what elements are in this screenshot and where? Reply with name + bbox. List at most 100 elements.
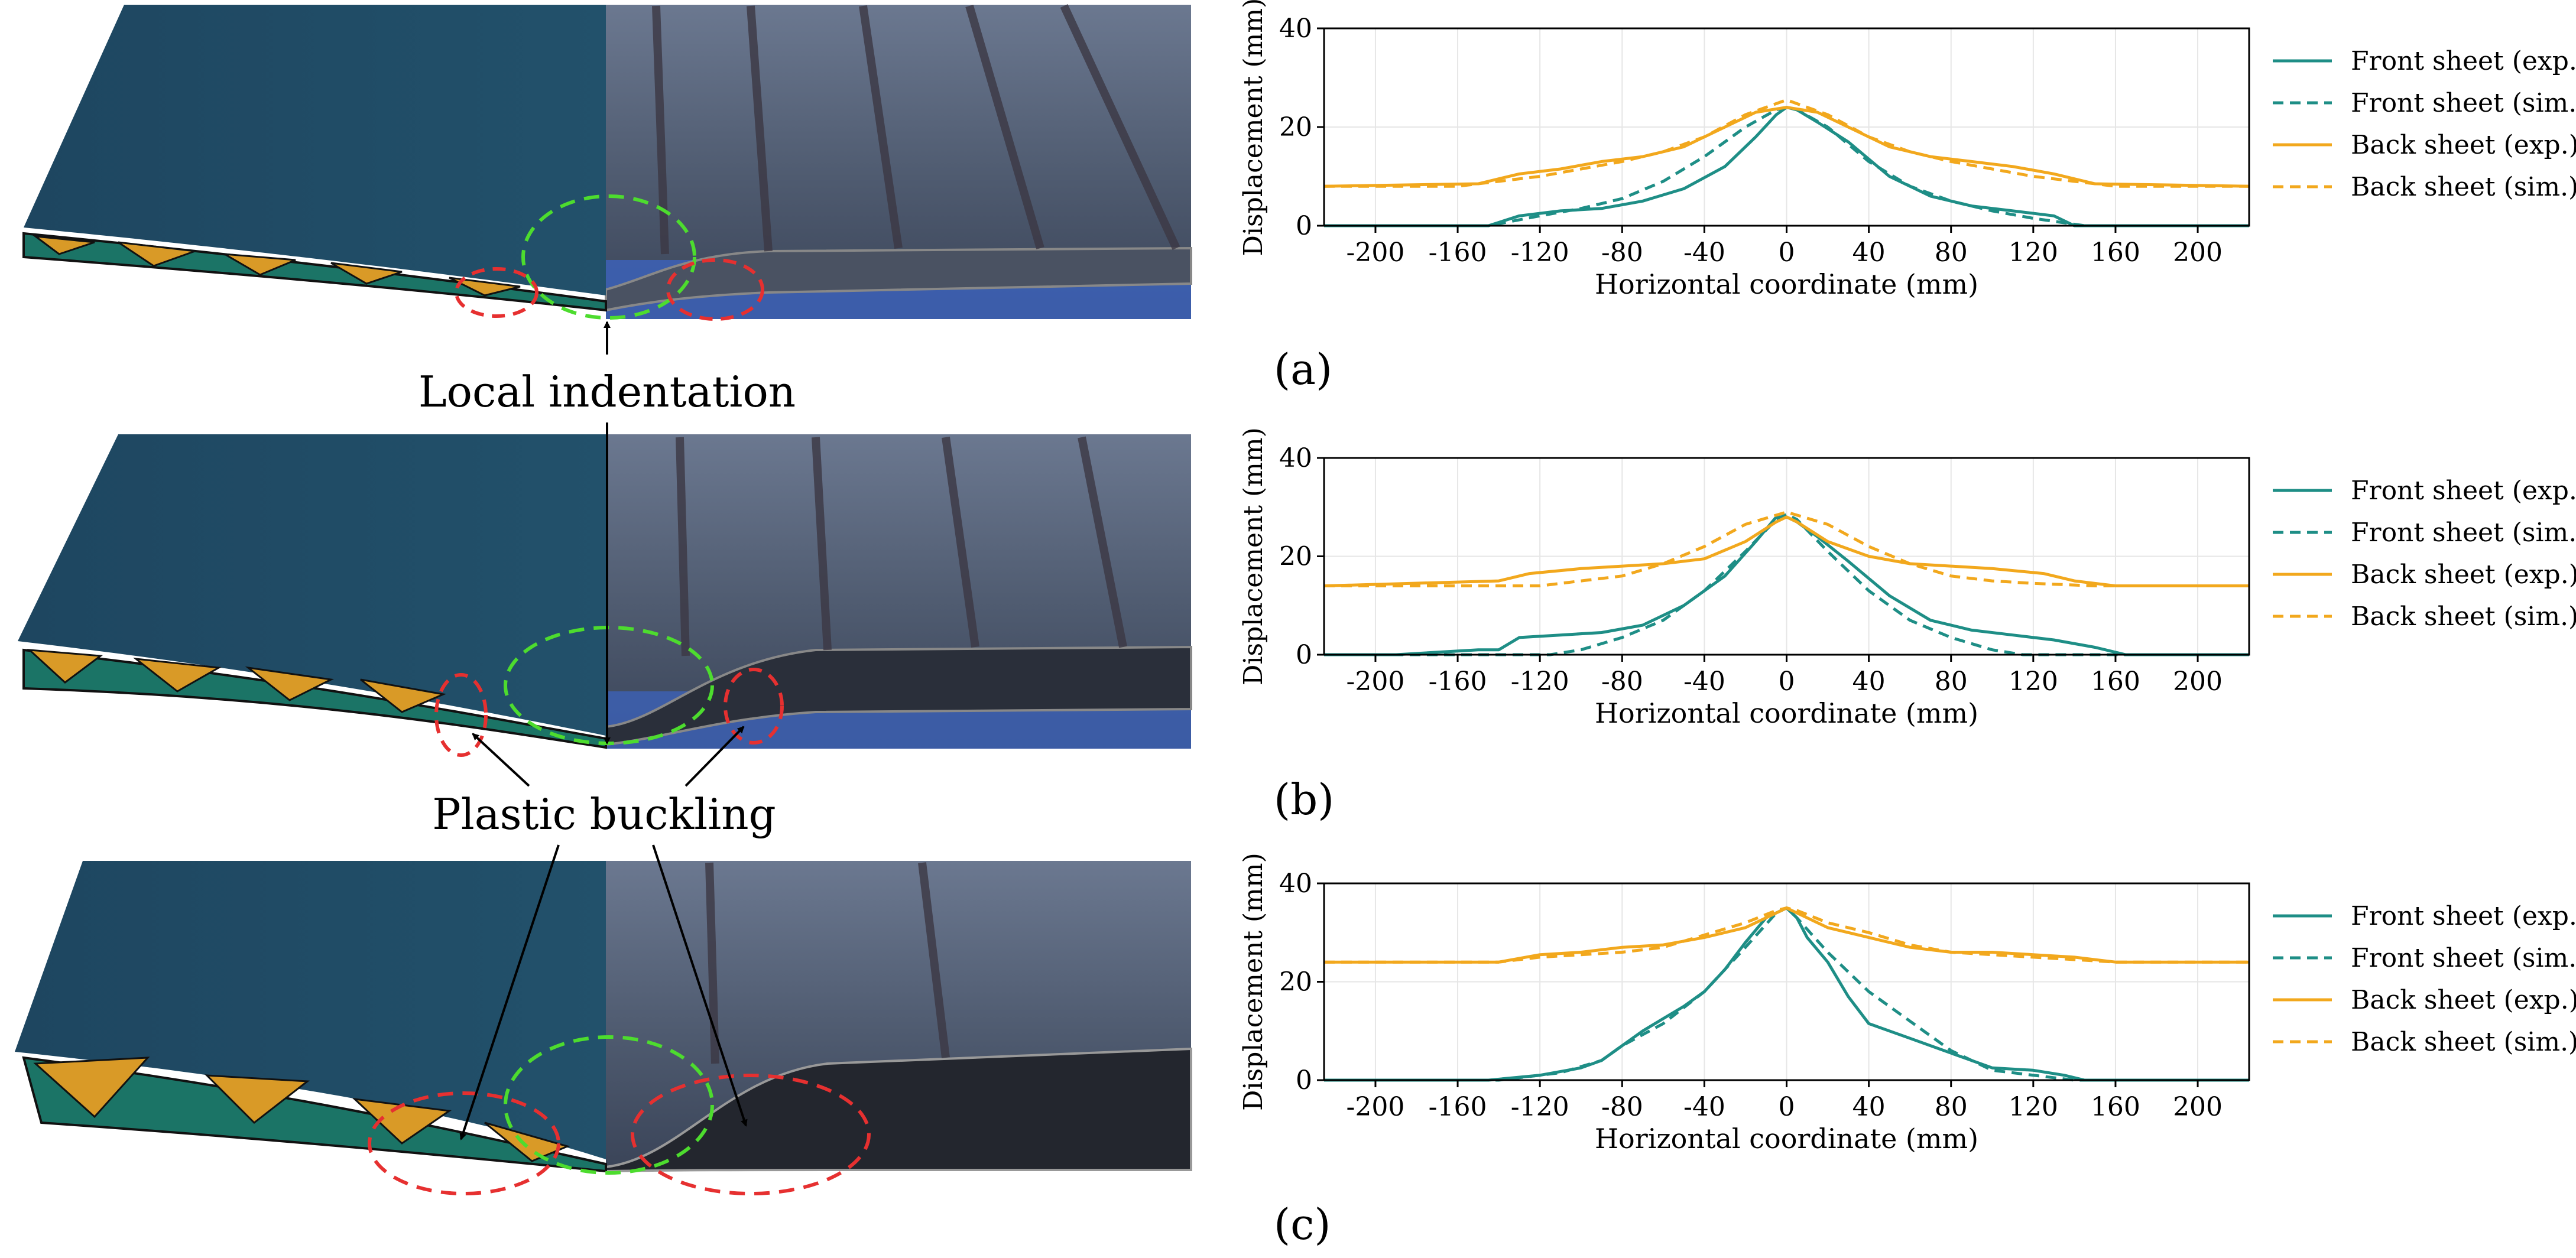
sim-a-core-triangles — [32, 235, 521, 297]
c1-xtick-label-10: 200 — [2173, 667, 2223, 697]
c0-legend-label-0: Front sheet (exp.) — [2351, 46, 2576, 76]
c1-legend-label-1: Front sheet (sim.) — [2351, 518, 2576, 548]
c0-xtick-label-3: -80 — [1601, 238, 1643, 268]
c0-xtick-label-7: 80 — [1935, 238, 1968, 268]
panel-caption-c: (c) — [1274, 1200, 1331, 1249]
c0-ylabel: Displacement (mm) — [1238, 0, 1268, 256]
c0-xtick-label-9: 160 — [2091, 238, 2140, 268]
local-indentation-label: Local indentation — [418, 367, 796, 417]
buckle-zone-c-right — [631, 1074, 871, 1195]
plastic-buckling-label: Plastic buckling — [432, 789, 776, 839]
c0-xtick-label-2: -120 — [1511, 238, 1569, 268]
c2-legend-label-2: Back sheet (exp.) — [2351, 985, 2576, 1015]
c1-xlabel: Horizontal coordinate (mm) — [1595, 697, 1978, 729]
c0-xtick-label-10: 200 — [2173, 238, 2223, 268]
c1-series-2 — [1323, 515, 2249, 587]
c2-xtick-label-4: -40 — [1683, 1092, 1725, 1122]
c0-xtick-label-0: -200 — [1347, 238, 1405, 268]
c0-xtick-label-1: -160 — [1429, 238, 1487, 268]
c0-ytick-label-0: 0 — [1296, 211, 1312, 241]
c2-xtick-label-8: 120 — [2009, 1092, 2058, 1122]
photo-c-face-sheet — [605, 1047, 1192, 1173]
c1-xtick-label-1: -160 — [1429, 667, 1487, 697]
c0-legend-label-3: Back sheet (sim.) — [2351, 172, 2576, 202]
c1-xtick-label-9: 160 — [2091, 667, 2140, 697]
c1-xtick-label-0: -200 — [1347, 667, 1405, 697]
buckling-arrow-b-left — [472, 733, 530, 787]
sim-a-top-skin — [24, 5, 606, 295]
c1-ylabel: Displacement (mm) — [1238, 427, 1268, 685]
specimen-view-a — [22, 4, 1192, 321]
c0-ytick-label-2: 40 — [1279, 14, 1312, 44]
buckle-zone-c-left — [368, 1091, 560, 1195]
c0-series-2 — [1323, 106, 2250, 188]
indentation-zone-a — [521, 194, 696, 320]
c1-legend-label-2: Back sheet (exp.) — [2351, 560, 2576, 590]
c1-xtick-label-4: -40 — [1683, 667, 1725, 697]
c0-legend-label-1: Front sheet (sim.) — [2351, 88, 2576, 118]
c0-ytick-label-1: 20 — [1279, 112, 1312, 142]
c1-xtick-label-3: -80 — [1601, 667, 1643, 697]
sim-b-top-skin — [18, 434, 606, 736]
c2-xtick-label-7: 80 — [1935, 1092, 1968, 1122]
c2-xtick-label-6: 40 — [1852, 1092, 1886, 1122]
photo-b-stiffeners — [676, 436, 1127, 656]
c1-ytick-label-1: 20 — [1279, 542, 1312, 572]
c1-xtick-label-8: 120 — [2009, 667, 2058, 697]
buckle-zone-a-right — [666, 258, 764, 321]
sim-c-core-triangles — [33, 1057, 570, 1162]
indentation-zone-c — [504, 1035, 714, 1175]
c1-legend-label-3: Back sheet (sim.) — [2351, 602, 2576, 632]
buckling-arrow-b-right — [684, 726, 745, 787]
photo-a-stiffeners — [652, 4, 1180, 255]
c2-ytick-label-1: 20 — [1279, 967, 1312, 997]
sim-c-top-skin — [15, 861, 606, 1159]
c2-xtick-label-5: 0 — [1779, 1092, 1795, 1122]
c1-xtick-label-5: 0 — [1779, 667, 1795, 697]
c2-series-2 — [1324, 906, 2249, 964]
c1-xtick-label-2: -120 — [1511, 667, 1569, 697]
sim-b-core-triangles — [27, 649, 447, 713]
panel-caption-a: (a) — [1274, 344, 1332, 394]
c2-ytick-label-0: 0 — [1296, 1065, 1312, 1096]
c2-xtick-label-1: -160 — [1429, 1092, 1487, 1122]
c2-xtick-label-3: -80 — [1601, 1092, 1643, 1122]
c2-series-3 — [1324, 906, 2249, 964]
c0-xtick-label-5: 0 — [1779, 238, 1795, 268]
c1-legend-label-0: Front sheet (exp.) — [2351, 476, 2576, 506]
c1-series-1 — [1324, 513, 2249, 656]
c1-xtick-label-6: 40 — [1852, 667, 1886, 697]
panel-caption-b: (b) — [1274, 775, 1334, 824]
c2-ytick-label-2: 40 — [1279, 869, 1312, 899]
c2-xtick-label-10: 200 — [2173, 1092, 2223, 1122]
c0-xtick-label-6: 40 — [1852, 238, 1886, 268]
buckle-zone-b-left — [434, 673, 488, 757]
chart-panel-a: -200 -160 -120 -80 -40 0 40 80 120 160 20002040Hor… — [1238, 0, 2576, 300]
c0-xtick-label-4: -40 — [1683, 238, 1725, 268]
c2-legend-label-3: Back sheet (sim.) — [2351, 1027, 2576, 1057]
c2-ylabel: Displacement (mm) — [1238, 853, 1268, 1111]
c0-xtick-label-8: 120 — [2009, 238, 2058, 268]
c2-xlabel: Horizontal coordinate (mm) — [1595, 1123, 1978, 1155]
c1-ytick-label-2: 40 — [1279, 443, 1312, 473]
c2-legend-label-1: Front sheet (sim.) — [2351, 943, 2576, 973]
c1-xtick-label-7: 80 — [1935, 667, 1968, 697]
c2-xtick-label-2: -120 — [1511, 1092, 1569, 1122]
c1-series-3 — [1324, 511, 2249, 587]
chart-panel-c: -200 -160 -120 -80 -40 0 40 80 120 160 20002040Hor… — [1238, 853, 2576, 1155]
chart-panel-b: -200 -160 -120 -80 -40 0 40 80 120 160 20002040Hor… — [1238, 427, 2576, 729]
specimen-view-b — [18, 434, 1192, 757]
c1-ytick-label-0: 0 — [1296, 640, 1312, 670]
buckling-arrow-c-left — [459, 844, 560, 1140]
c0-xlabel: Horizontal coordinate (mm) — [1595, 268, 1978, 300]
c2-xtick-label-9: 160 — [2091, 1092, 2140, 1122]
c2-xtick-label-0: -200 — [1347, 1092, 1405, 1122]
buckling-arrow-c-right — [652, 844, 748, 1127]
c0-legend-label-2: Back sheet (exp.) — [2351, 130, 2576, 160]
buckle-zone-b-right — [724, 668, 784, 745]
photo-a-face-sheet — [605, 246, 1192, 312]
c2-legend-label-0: Front sheet (exp.) — [2351, 901, 2576, 931]
specimen-view-c — [15, 861, 1192, 1195]
buckle-zone-a-left — [455, 267, 538, 318]
